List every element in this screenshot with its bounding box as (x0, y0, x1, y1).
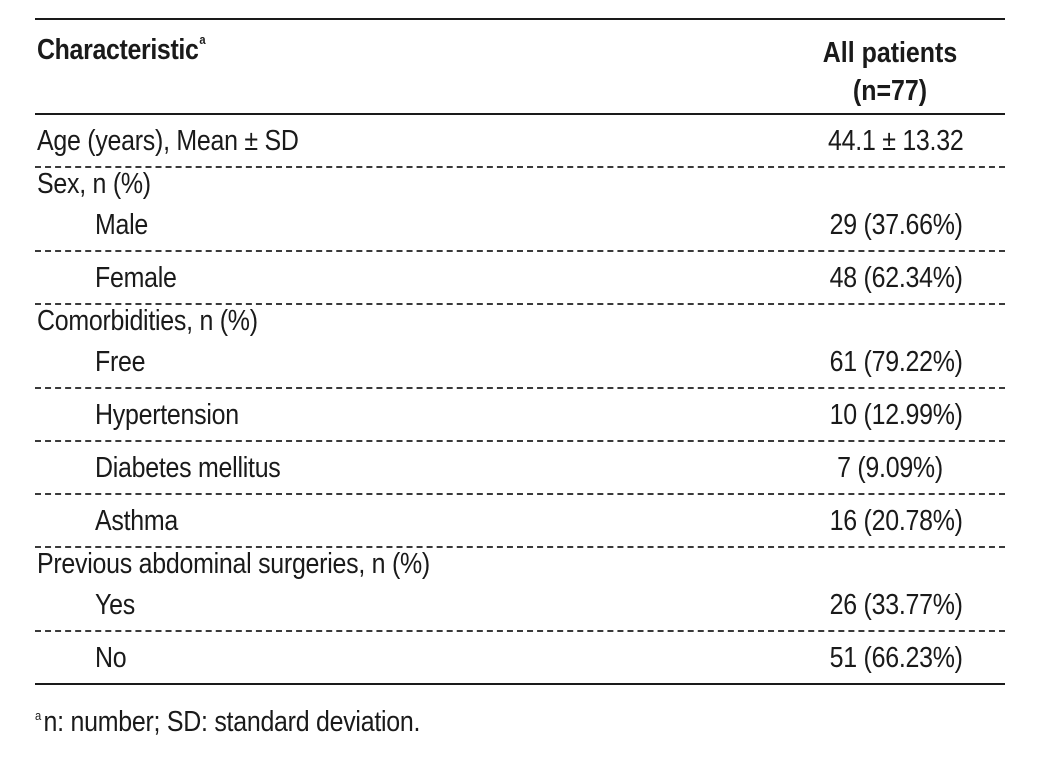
row-label-hypertension: Hypertension (95, 399, 239, 431)
table-row: Free 61 (79.22%) (35, 346, 1005, 389)
header-all-patients-line2: (n=77) (852, 75, 928, 107)
header-footnote-mark: a (199, 32, 206, 47)
row-label-female: Female (95, 262, 177, 294)
footnote-text: n: number; SD: standard deviation. (43, 706, 421, 738)
row-label-yes: Yes (95, 589, 135, 621)
table-row: Age (years), Mean ± SD 44.1 ± 13.32 (35, 115, 1005, 168)
row-value-no: 51 (66.23%) (829, 642, 963, 674)
row-label-asthma: Asthma (95, 505, 179, 537)
header-all-patients-line1: All patients (822, 37, 958, 69)
header-characteristic-text: Characteristic (37, 34, 199, 66)
table-row: Comorbidities, n (%) (35, 305, 1005, 346)
table-row: Yes 26 (33.77%) (35, 589, 1005, 632)
row-label-free: Free (95, 346, 146, 378)
group-label-sex: Sex, n (%) (37, 168, 151, 200)
row-label-male: Male (95, 209, 149, 241)
characteristics-table: Characteristica All patients (n=77) Age … (35, 18, 1005, 685)
row-label-no: No (95, 642, 127, 674)
group-label-comorbidities: Comorbidities, n (%) (37, 305, 258, 337)
header-characteristic: Characteristica (37, 32, 206, 67)
row-value-female: 48 (62.34%) (829, 262, 963, 294)
row-label-age: Age (years), Mean ± SD (37, 125, 299, 157)
row-value-age: 44.1 ± 13.32 (827, 125, 964, 157)
table-row: Asthma 16 (20.78%) (35, 495, 1005, 548)
table-row: Previous abdominal surgeries, n (%) (35, 548, 1005, 589)
table-row: Hypertension 10 (12.99%) (35, 389, 1005, 442)
row-value-yes: 26 (33.77%) (829, 589, 963, 621)
table-row: No 51 (66.23%) (35, 632, 1005, 685)
row-value-diabetes: 7 (9.09%) (837, 452, 943, 484)
row-value-free: 61 (79.22%) (829, 346, 963, 378)
row-value-hypertension: 10 (12.99%) (829, 399, 963, 431)
table-row: Diabetes mellitus 7 (9.09%) (35, 442, 1005, 495)
header-all-patients: All patients (n=77) (791, 34, 989, 110)
table-header: Characteristica All patients (n=77) (35, 20, 1005, 115)
footnote-mark: a (35, 708, 41, 723)
table-row: Female 48 (62.34%) (35, 252, 1005, 305)
table-row: Sex, n (%) (35, 168, 1005, 209)
table-row: Male 29 (37.66%) (35, 209, 1005, 252)
table-top-rule (35, 18, 1005, 20)
row-value-male: 29 (37.66%) (829, 209, 963, 241)
row-value-asthma: 16 (20.78%) (829, 505, 963, 537)
table-footnote: an: number; SD: standard deviation. (35, 706, 420, 739)
row-label-diabetes: Diabetes mellitus (95, 452, 281, 484)
group-label-surgeries: Previous abdominal surgeries, n (%) (37, 548, 430, 580)
